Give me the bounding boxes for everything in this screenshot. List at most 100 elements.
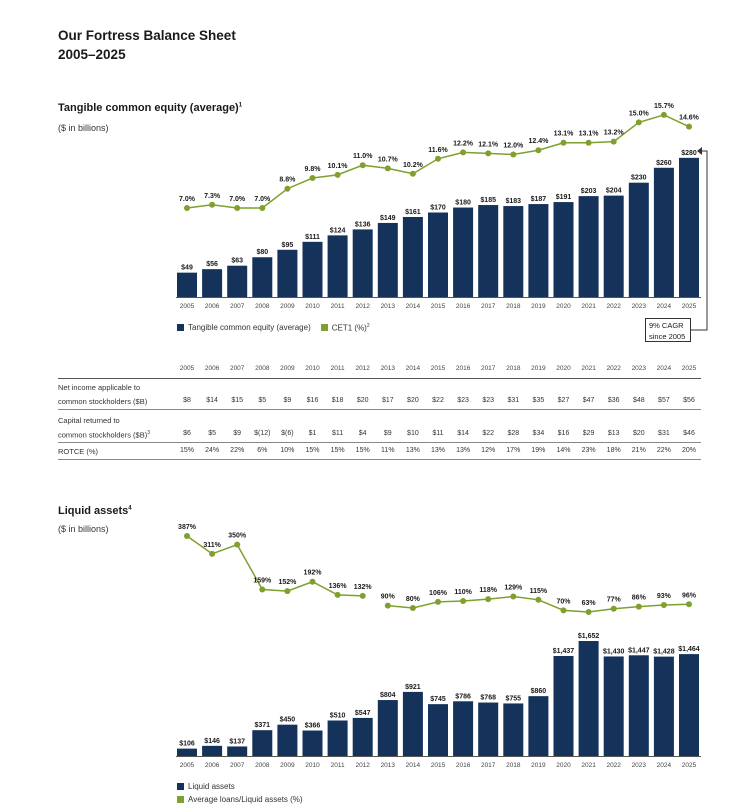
bar-2006 — [202, 269, 223, 297]
x-tick-2022: 2022 — [606, 762, 621, 769]
line-point-2005 — [184, 205, 190, 211]
table-cell-2006: $5 — [208, 430, 216, 437]
line-label-2014: 80% — [406, 596, 421, 603]
table-cell-2010: $1 — [308, 430, 317, 437]
bar-label-2025: $280 — [681, 150, 697, 157]
x-tick-2006: 2006 — [205, 762, 220, 769]
table-cell-2005: $8 — [183, 397, 191, 404]
x-tick-2005: 2005 — [180, 303, 195, 310]
table-row-label: Capital returned to — [58, 416, 120, 425]
table-header-2024: 2024 — [656, 365, 672, 372]
x-tick-2007: 2007 — [230, 303, 245, 310]
chart2-subtitle: ($ in billions) — [58, 524, 109, 534]
bar-label-2015: $745 — [430, 696, 446, 703]
line-point-2008 — [259, 586, 266, 593]
bar-label-2012: $547 — [355, 710, 371, 717]
table-header-2005: 2005 — [179, 365, 195, 372]
table-cell-2017: 12% — [481, 447, 496, 454]
table-cell-2017: $22 — [482, 430, 495, 437]
bar-2014 — [402, 691, 423, 756]
bar-2024 — [653, 656, 674, 756]
line-label-2009: 8.8% — [279, 177, 296, 184]
bar-label-2021: $203 — [581, 188, 597, 195]
table-cell-2020: 14% — [556, 447, 571, 454]
line-point-2020 — [560, 139, 567, 146]
table-header-2014: 2014 — [405, 365, 421, 372]
line-label-2007: 350% — [228, 533, 247, 540]
table-cell-2023: 21% — [631, 447, 646, 454]
bar-label-2016: $180 — [455, 200, 471, 207]
x-tick-2018: 2018 — [506, 303, 521, 310]
legend-swatch-line — [320, 324, 328, 332]
line-label-2010: 9.8% — [305, 166, 322, 173]
legend-label-tce: Tangible common equity (average) — [188, 323, 311, 333]
page-title: Our Fortress Balance Sheet 2005–2025 — [58, 26, 236, 64]
line-label-2025: 14.6% — [679, 115, 700, 122]
table-cell-2008: $5 — [258, 397, 267, 404]
x-tick-2019: 2019 — [531, 303, 546, 310]
table-cell-2021: 23% — [581, 447, 596, 454]
table-header-2019: 2019 — [531, 365, 546, 372]
table-row-label: common stockholders ($B) — [58, 397, 148, 406]
bar-label-2005: $106 — [179, 741, 195, 748]
bar-label-2023: $230 — [631, 175, 647, 182]
line-point-2025 — [686, 601, 692, 608]
line-point-2012 — [359, 592, 366, 599]
bar-label-2018: $183 — [506, 198, 522, 205]
chart1-legend: Tangible common equity (average) CET1 (%… — [177, 323, 370, 333]
bar-2021 — [578, 196, 599, 297]
cagr-arrow-icon — [697, 147, 702, 155]
table-cell-2016: $14 — [457, 430, 469, 437]
line-label-2018: 12.0% — [503, 143, 524, 150]
table-cell-2023: $20 — [632, 430, 645, 437]
bar-label-2017: $768 — [480, 695, 496, 702]
bar-2005 — [177, 748, 197, 756]
bar-2007 — [227, 265, 248, 297]
x-tick-2024: 2024 — [657, 303, 672, 310]
bar-label-2013: $149 — [380, 215, 396, 222]
table-header-2016: 2016 — [455, 365, 471, 372]
bar-2018 — [503, 206, 524, 297]
line-label-2020: 70% — [556, 598, 571, 605]
table-cell-2007: 22% — [230, 447, 245, 454]
x-tick-2025: 2025 — [682, 303, 697, 310]
line-point-2021 — [585, 609, 592, 616]
line-label-2019: 12.4% — [528, 138, 549, 145]
x-tick-2008: 2008 — [255, 303, 270, 310]
table-cell-2023: $48 — [632, 397, 645, 404]
line-label-2005: 387% — [178, 524, 197, 531]
table-cell-2013: 11% — [381, 447, 395, 454]
x-tick-2020: 2020 — [556, 303, 571, 310]
x-tick-2017: 2017 — [481, 762, 496, 769]
bar-2006 — [202, 745, 223, 756]
bar-2010 — [302, 730, 323, 756]
bar-2011 — [327, 720, 348, 756]
line-label-2006: 7.3% — [204, 193, 221, 200]
x-tick-2014: 2014 — [406, 303, 421, 310]
line-point-2009 — [284, 588, 291, 595]
line-label-2022: 13.2% — [604, 130, 625, 137]
table-cell-2010: $16 — [306, 397, 319, 404]
bar-2022 — [603, 195, 624, 297]
x-tick-2009: 2009 — [280, 762, 295, 769]
x-tick-2005: 2005 — [180, 762, 195, 769]
x-tick-2011: 2011 — [331, 762, 345, 769]
line-label-2008: 7.0% — [254, 196, 271, 203]
x-tick-2010: 2010 — [305, 303, 320, 310]
line-point-2013 — [384, 602, 391, 609]
table-cell-2025: $46 — [683, 430, 695, 437]
chart1-footnote: 1 — [238, 102, 243, 109]
x-tick-2006: 2006 — [205, 303, 220, 310]
x-tick-2025: 2025 — [682, 762, 697, 769]
table-cell-2006: 24% — [205, 447, 220, 454]
table-cell-2013: $17 — [381, 397, 394, 404]
table-rule — [58, 378, 701, 379]
table-cell-2008: 6% — [257, 447, 268, 454]
line-point-2022 — [610, 138, 617, 145]
table-header-2022: 2022 — [606, 365, 621, 372]
table-cell-2009: $(6) — [281, 430, 294, 437]
bar-2022 — [603, 656, 624, 756]
line-label-2011: 136% — [329, 583, 348, 590]
line-label-2012: 132% — [354, 584, 373, 591]
